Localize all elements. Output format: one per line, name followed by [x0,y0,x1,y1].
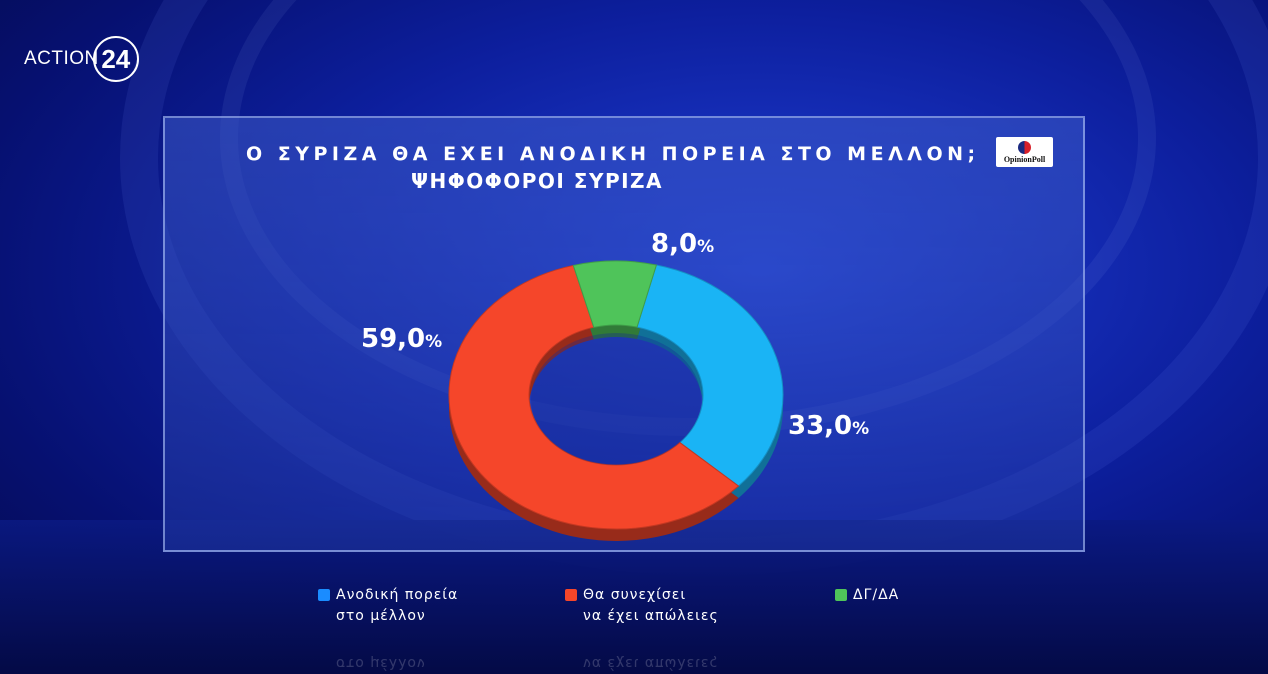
opinionpoll-badge: OpinionPoll [996,137,1053,167]
logo-word: ACTION [24,48,99,69]
donut-slice-1 [448,264,740,530]
opinionpoll-logo-icon [1018,140,1031,154]
slice-label-1: 59,0% [361,324,442,354]
legend-swatch-losses [565,589,577,601]
donut-hole [531,333,701,465]
slice-value-0: 33,0 [788,411,853,441]
chart-title: Ο ΣΥΡΙΖΑ ΘΑ ΕΧΕΙ ΑΝΟΔΙΚΗ ΠΟΡΕΙΑ ΣΤΟ ΜΕΛΛ… [246,143,980,165]
slice-label-2: 8,0% [651,229,714,259]
legend-reflection-text-0-1: στο μέλλον [336,655,426,671]
slice-value-2: 8,0 [651,229,698,259]
legend-item-dk: ΔΓ/ΔΑ [835,585,899,606]
legend-reflection-text-1-1: να έχει απώλειες [583,655,719,671]
slice-unit-2: % [697,237,715,257]
slice-value-1: 59,0 [361,324,426,354]
donut-slice-0 [636,264,784,487]
legend-label-dk: ΔΓ/ΔΑ [853,587,900,603]
legend-label-losses: Θα συνεχίσει να έχει απώλειες [583,587,719,624]
slice-unit-1: % [425,332,443,352]
legend-swatch-dk [835,589,847,601]
slice-label-0: 33,0% [788,411,869,441]
legend-item-losses: Θα συνεχίσει να έχει απώλειες [565,585,719,627]
donut-slice-2 [572,260,658,328]
legend-swatch-up [318,589,330,601]
logo-number: 24 [92,36,139,82]
opinionpoll-badge-text: OpinionPoll [1003,154,1046,164]
chart-subtitle: ΨΗΦΟΦΟΡΟΙ ΣΥΡΙΖΑ [411,169,664,193]
slice-unit-0: % [852,419,870,439]
legend-item-up: Ανοδική πορεία στο μέλλον [318,585,458,627]
legend-label-up: Ανοδική πορεία στο μέλλον [336,587,459,624]
channel-logo: ACTION 24 [24,36,139,82]
